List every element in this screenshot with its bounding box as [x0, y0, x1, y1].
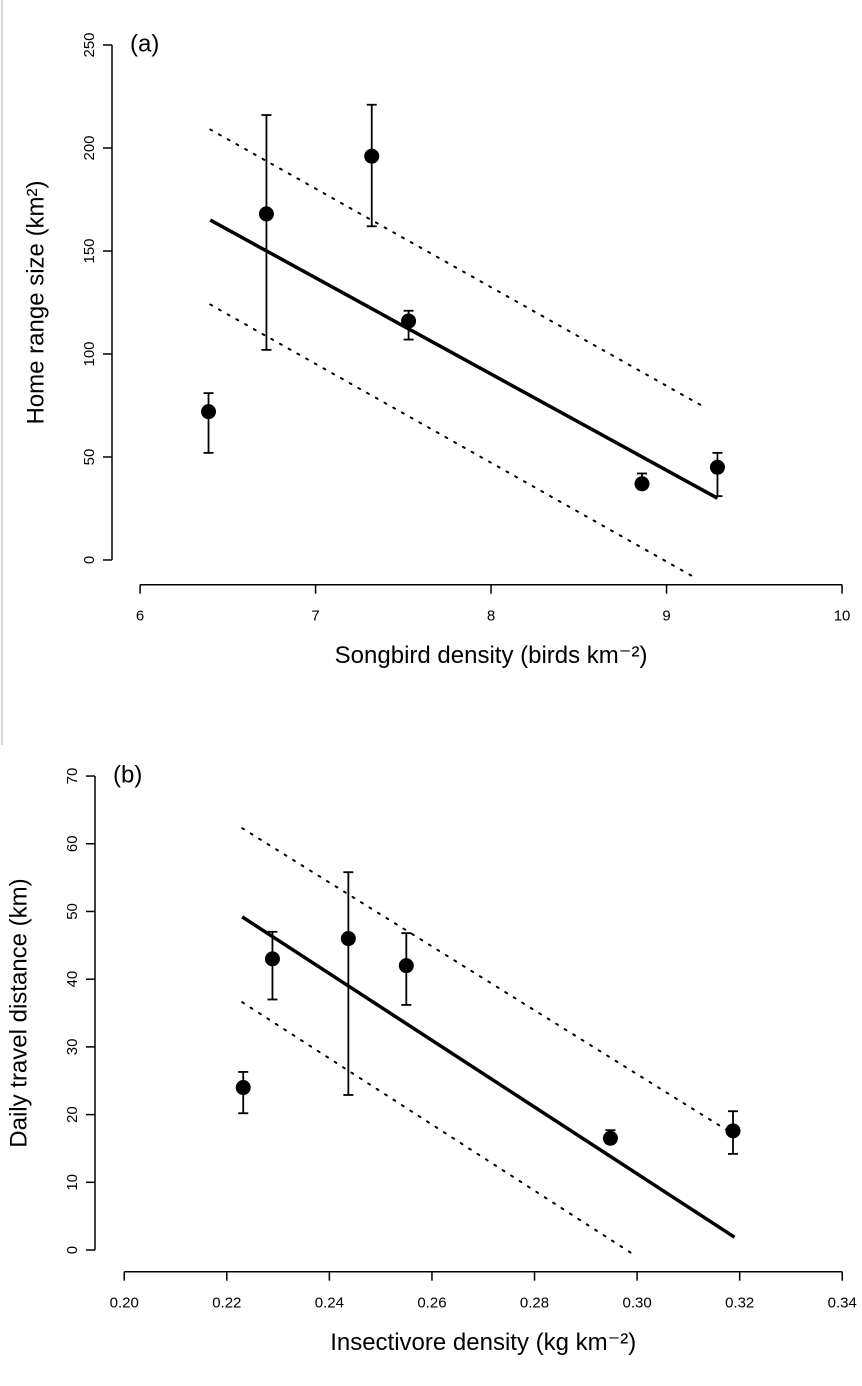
point [602, 1130, 618, 1146]
x-tick-label: 9 [662, 608, 670, 625]
point [634, 476, 650, 492]
y-tick-label: 10 [64, 1174, 81, 1191]
error-bar [203, 392, 214, 454]
point [401, 313, 417, 329]
confidence-band [241, 1001, 638, 1258]
point [709, 459, 725, 475]
y-tick-label: 40 [64, 971, 81, 988]
x-tick-label: 0.34 [828, 1295, 857, 1312]
y-tick-label: 60 [64, 835, 81, 852]
x-tick-label: 0.30 [622, 1295, 651, 1312]
panel-label: (a) [130, 30, 159, 57]
y-tick-label: 50 [81, 449, 98, 466]
point [258, 206, 274, 222]
x-axis-label: Songbird density (birds km⁻²) [335, 642, 648, 669]
x-tick-label: 6 [136, 608, 144, 625]
x-tick-label: 0.28 [520, 1295, 549, 1312]
y-axis-label: Daily travel distance (km) [5, 878, 32, 1147]
y-tick-label: 70 [64, 768, 81, 785]
error-bar [366, 103, 377, 228]
error-bar [343, 871, 354, 1096]
point [398, 958, 414, 974]
x-tick-label: 0.20 [110, 1295, 139, 1312]
y-tick-label: 150 [81, 238, 98, 263]
x-tick-label: 8 [487, 608, 495, 625]
x-tick-label: 0.26 [417, 1295, 446, 1312]
point [201, 404, 217, 420]
y-tick-label: 100 [81, 341, 98, 366]
panel-label: (b) [113, 761, 142, 788]
x-tick-label: 0.32 [725, 1295, 754, 1312]
point [725, 1123, 741, 1139]
confidence-band [209, 303, 694, 578]
point [235, 1080, 251, 1096]
y-tick-label: 20 [64, 1106, 81, 1123]
y-tick-label: 250 [81, 32, 98, 57]
confidence-band [241, 827, 736, 1136]
y-tick-label: 0 [81, 556, 98, 564]
point [340, 931, 356, 947]
y-tick-label: 50 [64, 903, 81, 920]
y-axis-label: Home range size (km²) [22, 180, 49, 424]
x-tick-label: 7 [311, 608, 319, 625]
x-tick-label: 10 [834, 608, 851, 625]
x-tick-label: 0.24 [315, 1295, 344, 1312]
y-tick-label: 200 [81, 135, 98, 160]
x-axis-label: Insectivore density (kg km⁻²) [330, 1329, 636, 1356]
x-tick-label: 0.22 [212, 1295, 241, 1312]
y-tick-label: 30 [64, 1039, 81, 1056]
y-tick-label: 0 [64, 1246, 81, 1254]
fit-line [209, 218, 719, 500]
error-bar [261, 114, 272, 351]
fit-line [241, 915, 736, 1239]
point [364, 148, 380, 164]
point [264, 951, 280, 967]
